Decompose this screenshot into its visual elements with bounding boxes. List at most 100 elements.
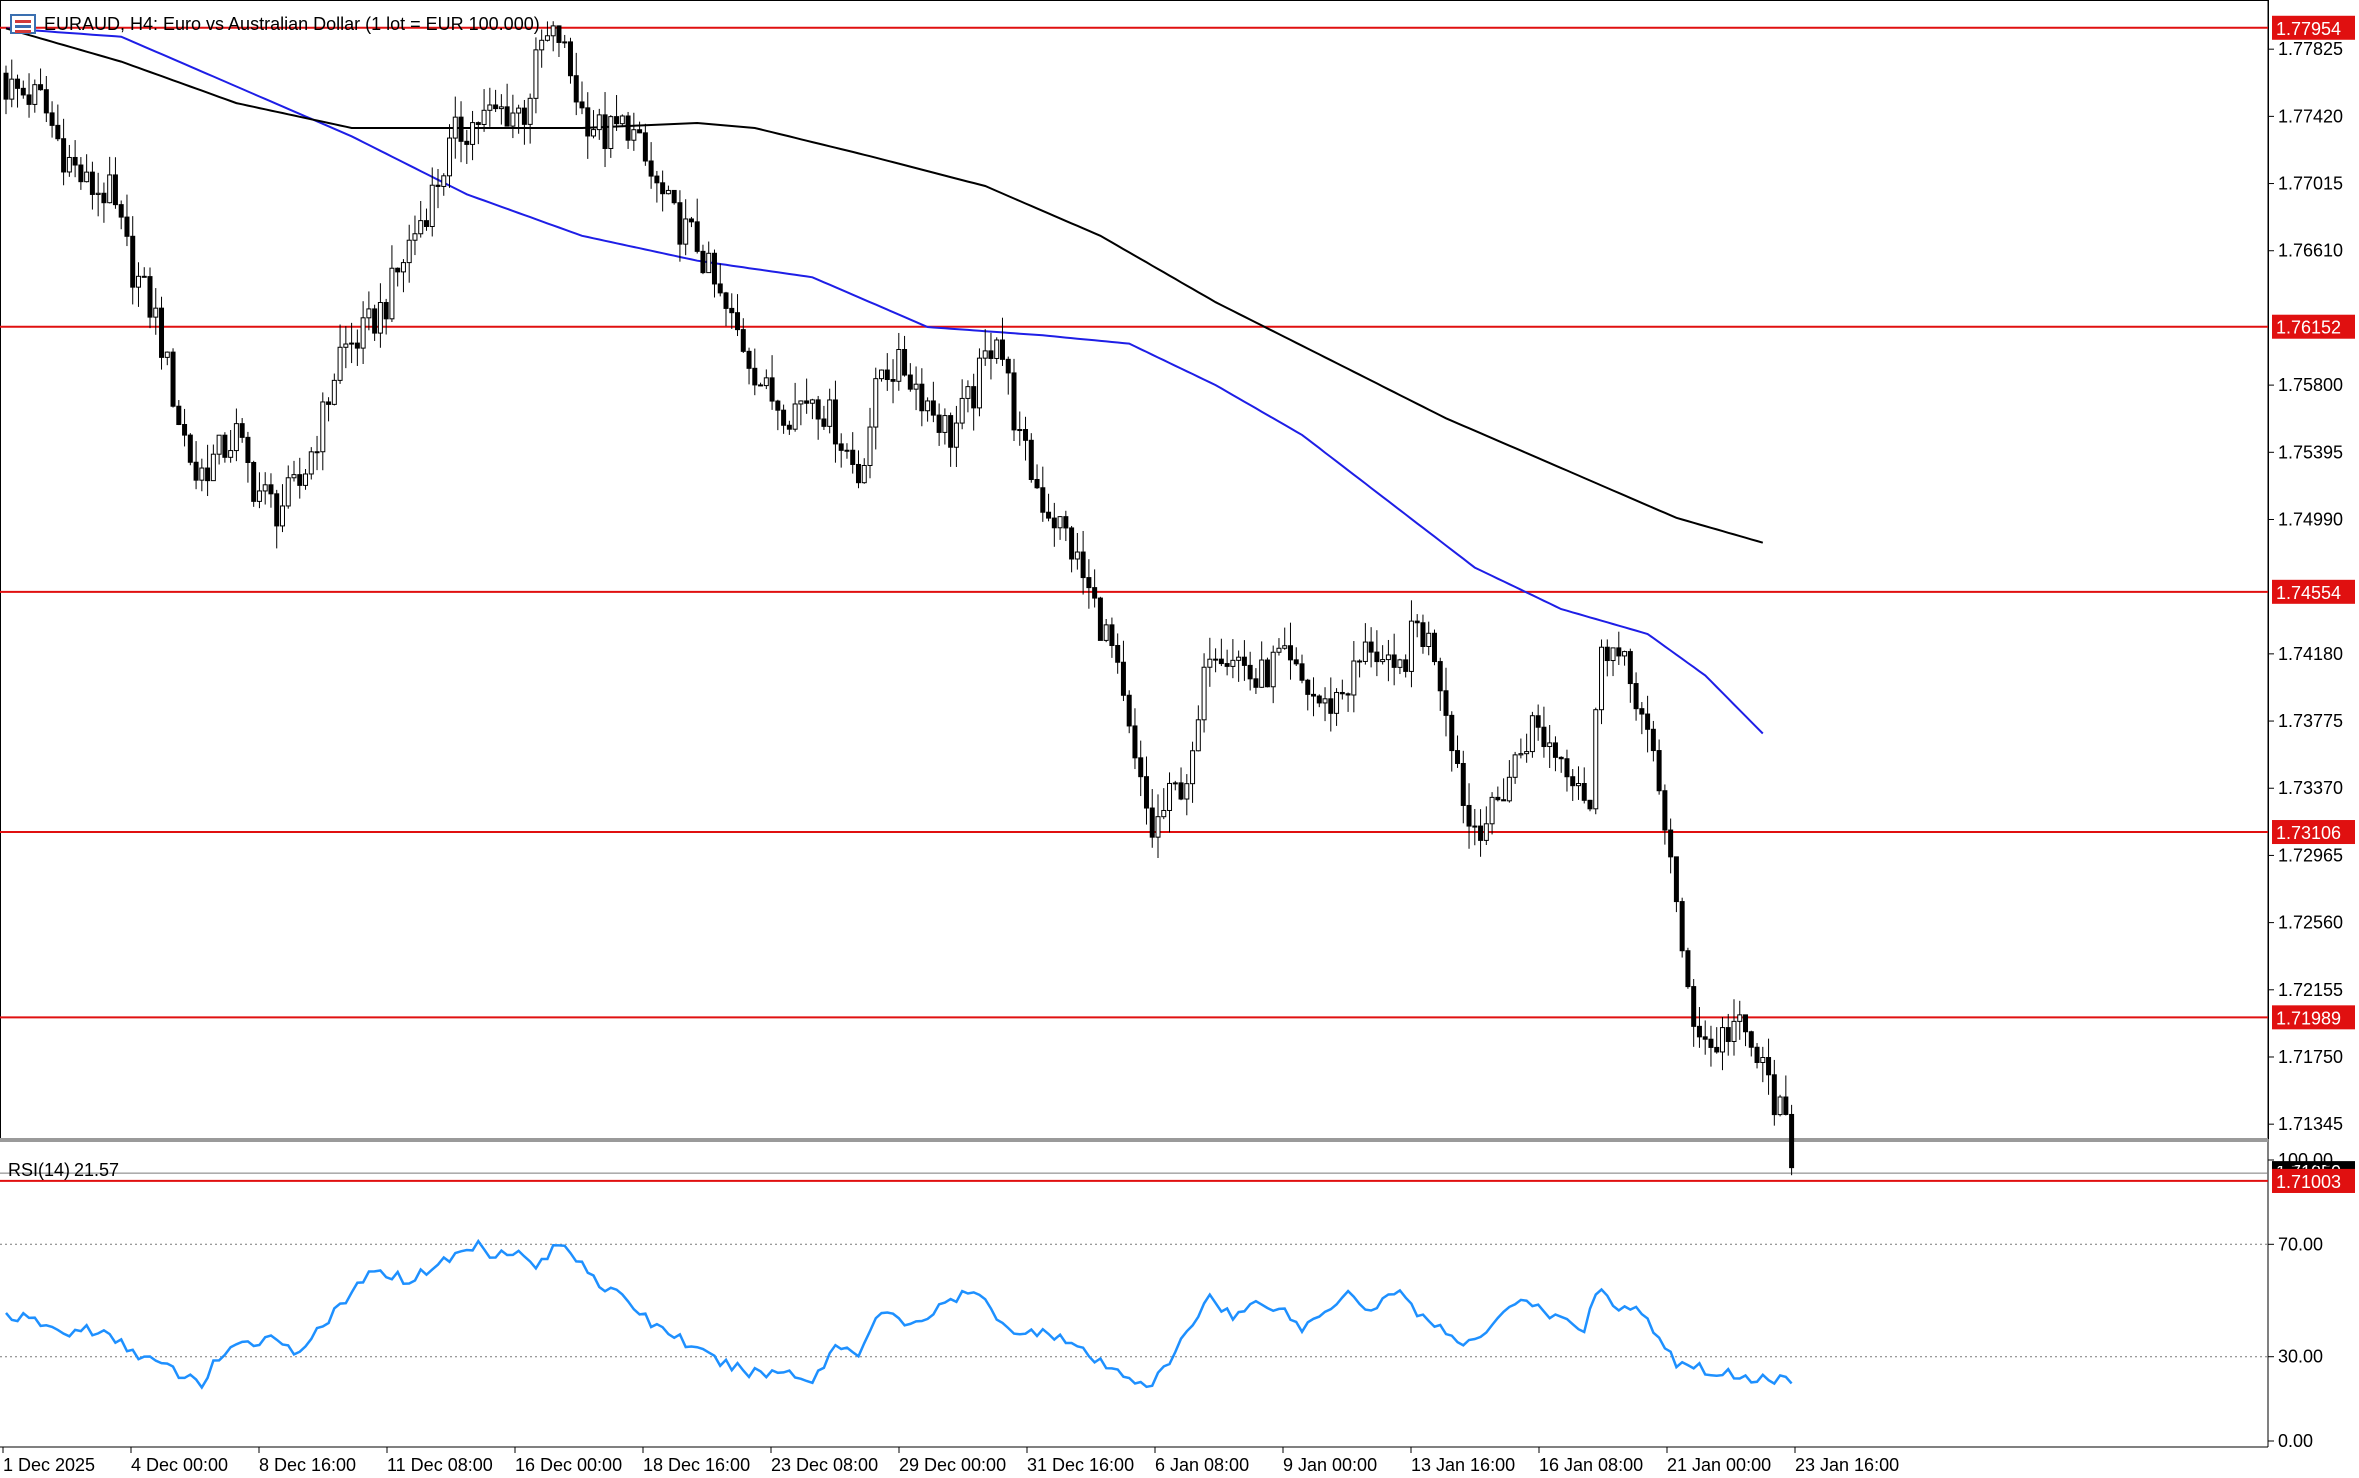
candle-body	[953, 422, 959, 448]
candle-body	[694, 221, 700, 252]
candle-body	[1328, 698, 1334, 714]
candle-body	[481, 109, 487, 125]
candle-body	[723, 292, 729, 309]
candle-body	[688, 218, 694, 223]
rsi-tick-label: 100.00	[2278, 1150, 2333, 1170]
candle-body	[562, 41, 568, 44]
candle-body	[1673, 856, 1679, 903]
candle-body	[1587, 799, 1593, 810]
level-price-tag	[2272, 1005, 2355, 1030]
candle-body	[1685, 950, 1691, 988]
price-tick-label: 1.77420	[2278, 106, 2343, 126]
rsi-panel: 100.00 70.00 30.00 0.00	[0, 1150, 2333, 1451]
candle-body	[1063, 516, 1069, 529]
candle-body	[1581, 783, 1587, 801]
candle-body	[193, 461, 199, 481]
candle-body	[1662, 790, 1668, 831]
candle-body	[429, 184, 435, 227]
candle-body	[1126, 694, 1132, 727]
candle-body	[1777, 1096, 1783, 1116]
horizontal-levels[interactable]: 1.77954 1.76152 1.74554 1.73106 1.71989 1.710…	[0, 15, 2355, 1193]
candle-body	[994, 339, 1000, 359]
candle-body	[199, 467, 205, 481]
candle-body	[1414, 620, 1420, 624]
candle-body	[746, 350, 752, 369]
candle-body	[1766, 1057, 1772, 1076]
candle-body	[164, 351, 170, 358]
candle-body	[1362, 641, 1368, 662]
candle-body	[781, 409, 787, 426]
level-price-tag	[2272, 1168, 2355, 1193]
chart-title: EURAUD, H4: Euro vs Australian Dollar (1…	[10, 10, 540, 38]
candle-body	[711, 252, 717, 285]
candle-body	[135, 275, 141, 288]
candle-body	[902, 349, 908, 376]
candle-body	[867, 426, 873, 466]
candle-body	[631, 129, 637, 141]
candle-body	[279, 505, 285, 527]
candle-body	[1282, 645, 1288, 649]
candle-body	[1017, 429, 1023, 432]
candle-body	[735, 312, 741, 331]
candle-body	[579, 101, 585, 109]
candle-body	[84, 171, 90, 183]
candle-body	[9, 78, 15, 100]
time-tick-label: 18 Dec 16:00	[643, 1455, 750, 1475]
candle-body	[1489, 796, 1495, 825]
candle-body	[498, 106, 504, 110]
candle-body	[372, 308, 378, 334]
candle-body	[884, 369, 890, 381]
candle-body	[89, 171, 95, 195]
candle-body	[78, 164, 84, 183]
candle-body	[769, 377, 775, 402]
candle-body	[1714, 1046, 1720, 1053]
candle-body	[1397, 659, 1403, 668]
level-price-label: 1.71989	[2276, 1008, 2341, 1028]
candle-body	[1236, 656, 1242, 661]
candle-body	[521, 107, 527, 125]
candle-body	[827, 399, 833, 427]
candle-body	[1264, 659, 1270, 688]
time-tick-label: 16 Jan 08:00	[1539, 1455, 1643, 1475]
candle-body	[671, 189, 677, 204]
candle-body	[147, 276, 153, 318]
candle-body	[700, 250, 706, 274]
candle-body	[493, 104, 499, 110]
candle-body	[1645, 713, 1651, 730]
candle-body	[112, 174, 118, 206]
time-tick-label: 4 Dec 00:00	[131, 1455, 228, 1475]
candle-body	[38, 84, 44, 91]
candle-body	[1668, 829, 1674, 858]
level-price-label: 1.73106	[2276, 823, 2341, 843]
candle-body	[683, 218, 689, 245]
candle-body	[1316, 695, 1322, 704]
candle-body	[1195, 719, 1201, 752]
candle-body	[447, 137, 453, 177]
level-price-tag	[2272, 579, 2355, 604]
candle-body	[1086, 577, 1092, 589]
price-tick-label: 1.71750	[2278, 1047, 2343, 1067]
candle-body	[556, 25, 562, 43]
candle-body	[1253, 678, 1259, 688]
candlesticks	[3, 21, 1795, 1176]
candle-body	[544, 35, 550, 41]
time-tick-label: 31 Dec 16:00	[1027, 1455, 1134, 1475]
candle-body	[1575, 783, 1581, 787]
price-tick-label: 1.73370	[2278, 778, 2343, 798]
candle-body	[1149, 807, 1155, 838]
candle-body	[285, 477, 291, 507]
candle-body	[101, 192, 107, 204]
candle-body	[1023, 429, 1029, 441]
rsi-tick-label: 30.00	[2278, 1347, 2323, 1367]
candle-body	[1789, 1113, 1795, 1169]
candle-body	[1478, 825, 1484, 841]
candle-body	[602, 114, 608, 149]
price-tick-label: 1.77825	[2278, 39, 2343, 59]
candle-body	[72, 156, 78, 166]
ma-slow-line	[5, 27, 1764, 544]
candle-body	[61, 138, 67, 173]
candle-body	[642, 132, 648, 162]
candle-body	[1028, 439, 1034, 480]
candle-body	[1097, 597, 1103, 641]
